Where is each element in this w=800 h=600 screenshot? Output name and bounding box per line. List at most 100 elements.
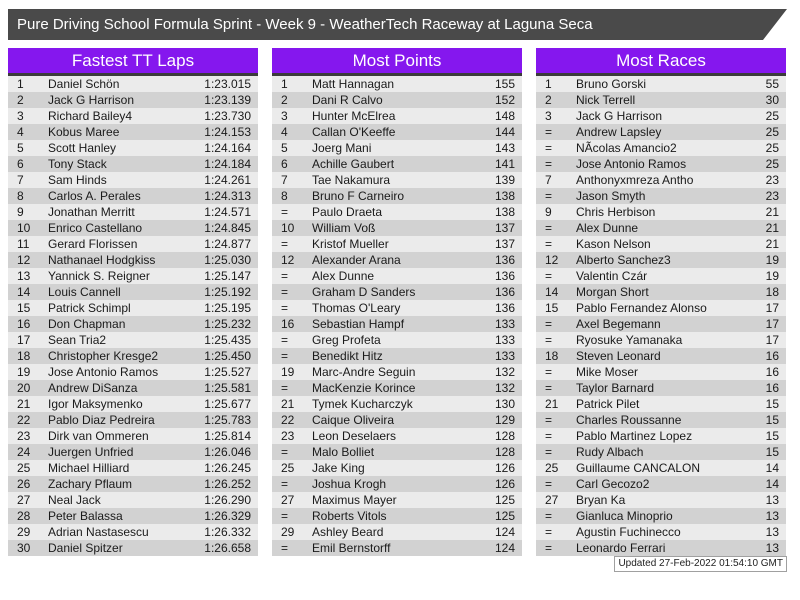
rank-cell: 5 — [281, 141, 288, 155]
table-most-races: Most Races 1 Bruno Gorski 55 2 Nick Terrell 3… — [536, 48, 786, 556]
rank-cell: = — [545, 317, 553, 331]
driver-name-cell: Michael Hilliard — [48, 461, 130, 475]
table-row: 19 Jose Antonio Ramos 1:25.527 — [8, 364, 258, 380]
rank-cell: 25 — [17, 461, 31, 475]
table-row: = Agustin Fuchinecco 13 — [536, 524, 786, 540]
table-body: 1 Matt Hannagan 155 2 Dani R Calvo 152 3 Hunter… — [272, 76, 522, 556]
table-row: 24 Juergen Unfried 1:26.046 — [8, 444, 258, 460]
table-row: 5 Scott Hanley 1:24.164 — [8, 140, 258, 156]
driver-name-cell: William Voß — [312, 221, 376, 235]
value-cell: 16 — [765, 365, 779, 379]
table-row: 19 Marc-Andre Seguin 132 — [272, 364, 522, 380]
rank-cell: = — [545, 525, 553, 539]
driver-name-cell: Tymek Kucharczyk — [312, 397, 413, 411]
driver-name-cell: Rudy Albach — [576, 445, 644, 459]
value-cell: 1:25.195 — [204, 301, 251, 315]
rank-cell: = — [545, 477, 553, 491]
table-row: 21 Igor Maksymenko 1:25.677 — [8, 396, 258, 412]
table-row: = Taylor Barnard 16 — [536, 380, 786, 396]
value-cell: 1:24.845 — [204, 221, 251, 235]
driver-name-cell: Leonardo Ferrari — [576, 541, 666, 555]
rank-cell: 21 — [281, 397, 295, 411]
value-cell: 143 — [494, 141, 515, 155]
table-row: 21 Patrick Pilet 15 — [536, 396, 786, 412]
driver-name-cell: Guillaume CANCALON — [576, 461, 701, 475]
table-row: 9 Chris Herbison 21 — [536, 204, 786, 220]
rank-cell: 23 — [281, 429, 295, 443]
driver-name-cell: Pablo Fernandez Alonso — [576, 301, 707, 315]
rank-cell: 22 — [281, 413, 295, 427]
value-cell: 1:23.139 — [204, 93, 251, 107]
rank-cell: 16 — [281, 317, 295, 331]
value-cell: 1:23.015 — [204, 77, 251, 91]
driver-name-cell: Joshua Krogh — [312, 477, 387, 491]
value-cell: 25 — [765, 141, 779, 155]
value-cell: 138 — [494, 189, 515, 203]
driver-name-cell: Christopher Kresge2 — [48, 349, 159, 363]
driver-name-cell: Juergen Unfried — [48, 445, 134, 459]
table-row: 6 Tony Stack 1:24.184 — [8, 156, 258, 172]
rank-cell: = — [545, 237, 553, 251]
value-cell: 1:24.877 — [204, 237, 251, 251]
rank-cell: 29 — [281, 525, 295, 539]
rank-cell: 19 — [281, 365, 295, 379]
rank-cell: 26 — [17, 477, 31, 491]
driver-name-cell: Jake King — [312, 461, 365, 475]
driver-name-cell: Ryosuke Yamanaka — [576, 333, 683, 347]
value-cell: 1:26.658 — [204, 541, 251, 555]
table-fastest-tt-laps: Fastest TT Laps 1 Daniel Schön 1:23.015 2 Ja… — [8, 48, 258, 556]
driver-name-cell: Carl Gecozo2 — [576, 477, 650, 491]
rank-cell: = — [545, 125, 553, 139]
rank-cell: = — [281, 541, 289, 555]
table-row: 10 Enrico Castellano 1:24.845 — [8, 220, 258, 236]
driver-name-cell: Tae Nakamura — [312, 173, 391, 187]
driver-name-cell: Morgan Short — [576, 285, 649, 299]
table-row: 18 Christopher Kresge2 1:25.450 — [8, 348, 258, 364]
driver-name-cell: Gianluca Minoprio — [576, 509, 673, 523]
value-cell: 19 — [765, 253, 779, 267]
table-row: = Thomas O'Leary 136 — [272, 300, 522, 316]
driver-name-cell: MacKenzie Korince — [312, 381, 416, 395]
table-row: = Pablo Martinez Lopez 15 — [536, 428, 786, 444]
driver-name-cell: Kobus Maree — [48, 125, 120, 139]
table-row: 23 Leon Deselaers 128 — [272, 428, 522, 444]
value-cell: 128 — [494, 445, 515, 459]
driver-name-cell: Ashley Beard — [312, 525, 384, 539]
driver-name-cell: Emil Bernstorff — [312, 541, 391, 555]
table-row: 1 Bruno Gorski 55 — [536, 76, 786, 92]
driver-name-cell: Sean Tria2 — [48, 333, 107, 347]
table-row: = Malo Bolliet 128 — [272, 444, 522, 460]
table-row: = Jose Antonio Ramos 25 — [536, 156, 786, 172]
value-cell: 1:23.730 — [204, 109, 251, 123]
table-row: = Alex Dunne 21 — [536, 220, 786, 236]
table-row: 25 Jake King 126 — [272, 460, 522, 476]
rank-cell: 7 — [17, 173, 24, 187]
table-row: 14 Louis Cannell 1:25.192 — [8, 284, 258, 300]
value-cell: 125 — [494, 509, 515, 523]
rank-cell: 3 — [281, 109, 288, 123]
value-cell: 1:24.313 — [204, 189, 251, 203]
driver-name-cell: Caique Oliveira — [312, 413, 395, 427]
table-most-points: Most Points 1 Matt Hannagan 155 2 Dani R Cal… — [272, 48, 522, 556]
driver-name-cell: Daniel Schön — [48, 77, 120, 91]
value-cell: 15 — [765, 413, 779, 427]
table-row: 22 Caique Oliveira 129 — [272, 412, 522, 428]
driver-name-cell: Gerard Florissen — [48, 237, 138, 251]
table-row: 7 Tae Nakamura 139 — [272, 172, 522, 188]
table-row: 27 Bryan Ka 13 — [536, 492, 786, 508]
value-cell: 25 — [765, 125, 779, 139]
table-row: 29 Ashley Beard 124 — [272, 524, 522, 540]
table-row: = Gianluca Minoprio 13 — [536, 508, 786, 524]
value-cell: 1:24.164 — [204, 141, 251, 155]
rank-cell: 22 — [17, 413, 31, 427]
driver-name-cell: Jose Antonio Ramos — [48, 365, 159, 379]
value-cell: 1:24.261 — [204, 173, 251, 187]
rank-cell: 15 — [545, 301, 559, 315]
table-row: 13 Yannick S. Reigner 1:25.147 — [8, 268, 258, 284]
value-cell: 1:24.571 — [204, 205, 251, 219]
driver-name-cell: Thomas O'Leary — [312, 301, 401, 315]
rank-cell: 6 — [17, 157, 24, 171]
driver-name-cell: Jack G Harrison — [48, 93, 135, 107]
table-row: 6 Achille Gaubert 141 — [272, 156, 522, 172]
table-row: 9 Jonathan Merritt 1:24.571 — [8, 204, 258, 220]
